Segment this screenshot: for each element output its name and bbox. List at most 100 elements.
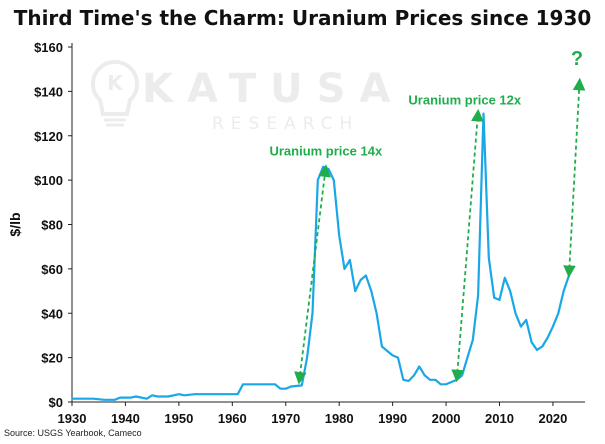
data-point (557, 312, 560, 315)
data-point (562, 290, 565, 292)
data-point (317, 179, 319, 181)
data-point (541, 345, 544, 348)
data-point (525, 319, 528, 321)
data-point (407, 380, 410, 382)
data-point (370, 290, 373, 292)
y-tick-label: $120 (34, 129, 63, 144)
data-point (423, 374, 426, 377)
data-point (493, 296, 495, 299)
data-point (450, 381, 453, 383)
data-point (498, 299, 501, 301)
x-tick-label: 1940 (111, 411, 140, 426)
x-tick-label: 2000 (432, 411, 461, 426)
data-point (113, 398, 116, 401)
x-tick-label: 1930 (58, 411, 87, 426)
data-point (338, 234, 340, 237)
chart-title: Third Time's the Charm: Uranium Prices s… (13, 6, 592, 30)
data-point (546, 336, 549, 339)
annotation-question-mark: ? (571, 48, 583, 70)
data-point (242, 383, 244, 386)
data-point (215, 393, 218, 396)
lightbulb-logo-icon (91, 59, 139, 116)
data-point (343, 268, 346, 270)
data-point (204, 393, 207, 396)
y-tick-label: $160 (34, 40, 63, 55)
data-point (514, 312, 517, 315)
data-point (439, 383, 442, 386)
watermark-brand: KATUSA (142, 66, 404, 112)
data-point (391, 354, 394, 357)
data-point (284, 387, 287, 390)
annotation-arrow (451, 108, 484, 383)
data-point (402, 379, 405, 381)
data-point (445, 383, 447, 386)
data-point (466, 356, 469, 359)
data-point (530, 341, 533, 343)
data-point (322, 166, 324, 168)
data-point (135, 395, 137, 398)
y-tick-label: $60 (41, 262, 63, 277)
y-tick-label: $100 (34, 173, 63, 188)
data-point (520, 325, 522, 328)
data-point (381, 345, 383, 348)
data-point (471, 339, 474, 341)
data-point (386, 350, 389, 352)
data-point (349, 259, 351, 261)
x-tick-label: 1970 (271, 411, 300, 426)
data-point (119, 396, 121, 399)
data-point (156, 395, 159, 398)
data-point (488, 256, 490, 259)
x-tick-label: 2020 (538, 411, 567, 426)
y-tick-label: $20 (41, 351, 63, 366)
annotation-label: Uranium price 12x (408, 93, 521, 108)
x-tick-label: 1950 (164, 411, 193, 426)
annotation-label: Uranium price 14x (269, 144, 382, 159)
data-point (274, 383, 276, 386)
data-point (461, 374, 463, 377)
data-point (290, 385, 292, 388)
data-point (183, 394, 186, 397)
data-point (359, 279, 362, 281)
data-point (536, 349, 538, 351)
data-point (429, 379, 431, 381)
data-point (226, 393, 228, 396)
data-point (300, 384, 303, 387)
data-point (434, 379, 437, 381)
data-point (311, 312, 314, 315)
x-tick-label: 2010 (485, 411, 514, 426)
data-point (365, 274, 367, 277)
data-point (333, 179, 335, 181)
data-point (477, 294, 479, 297)
data-point (504, 276, 506, 279)
annotation-arrow (294, 164, 331, 385)
data-point (151, 394, 153, 397)
y-axis-label: $/lb (7, 212, 23, 236)
data-point (306, 356, 308, 359)
data-point (252, 383, 255, 386)
data-point (92, 397, 95, 400)
data-point (354, 290, 357, 292)
data-point (509, 290, 511, 292)
data-point (418, 365, 421, 368)
data-point (167, 395, 169, 398)
data-point (327, 168, 330, 170)
watermark-logo-letter: K (107, 71, 124, 95)
data-point (236, 393, 239, 396)
annotation-arrow (563, 77, 586, 279)
y-tick-label: $0 (49, 395, 63, 410)
x-tick-label: 1960 (218, 411, 247, 426)
data-point (375, 312, 378, 315)
data-point (81, 397, 84, 400)
data-point (482, 112, 485, 115)
data-point (146, 397, 148, 400)
y-tick-label: $40 (41, 306, 63, 321)
source-note: Source: USGS Yearbook, Cameco (4, 428, 142, 438)
data-point (413, 374, 415, 377)
data-point (103, 398, 105, 401)
x-tick-label: 1980 (325, 411, 354, 426)
y-tick-label: $80 (41, 218, 63, 233)
watermark-subbrand: RESEARCH (212, 114, 359, 134)
